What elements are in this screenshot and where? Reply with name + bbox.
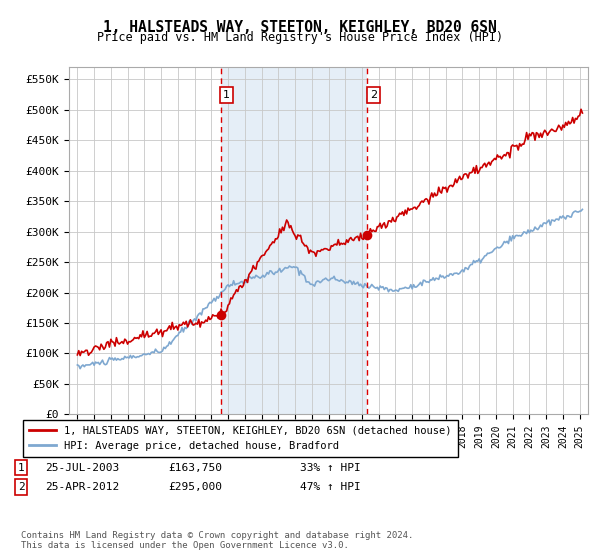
Text: £295,000: £295,000 <box>168 482 222 492</box>
Text: 33% ↑ HPI: 33% ↑ HPI <box>300 463 361 473</box>
Text: 1: 1 <box>17 463 25 473</box>
Text: 2: 2 <box>370 90 377 100</box>
Text: £163,750: £163,750 <box>168 463 222 473</box>
Text: 2: 2 <box>17 482 25 492</box>
Text: 47% ↑ HPI: 47% ↑ HPI <box>300 482 361 492</box>
Legend: 1, HALSTEADS WAY, STEETON, KEIGHLEY, BD20 6SN (detached house), HPI: Average pri: 1, HALSTEADS WAY, STEETON, KEIGHLEY, BD2… <box>23 419 458 458</box>
Text: 1: 1 <box>223 90 230 100</box>
Text: 1, HALSTEADS WAY, STEETON, KEIGHLEY, BD20 6SN: 1, HALSTEADS WAY, STEETON, KEIGHLEY, BD2… <box>103 20 497 35</box>
Text: 25-JUL-2003: 25-JUL-2003 <box>45 463 119 473</box>
Text: 25-APR-2012: 25-APR-2012 <box>45 482 119 492</box>
Bar <box>221 67 367 414</box>
Text: Price paid vs. HM Land Registry's House Price Index (HPI): Price paid vs. HM Land Registry's House … <box>97 31 503 44</box>
Text: Contains HM Land Registry data © Crown copyright and database right 2024.
This d: Contains HM Land Registry data © Crown c… <box>21 531 413 550</box>
